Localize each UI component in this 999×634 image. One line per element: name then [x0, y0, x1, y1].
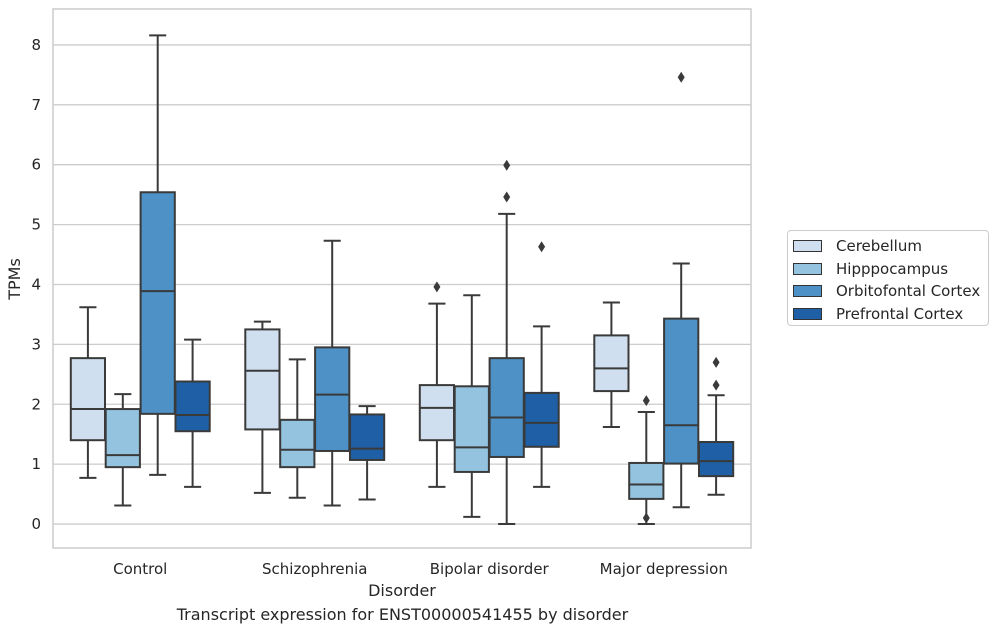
legend-item: Orbitofontal Cortex: [793, 280, 988, 303]
y-tick-label-8: 8: [31, 36, 41, 54]
box-body: [418, 384, 456, 442]
x-tick-label-1: Schizophrenia: [262, 560, 367, 578]
box-0-1: [244, 320, 281, 494]
legend-swatch: [793, 262, 822, 275]
y-tick-label-1: 1: [31, 455, 41, 473]
outlier-point: [503, 159, 511, 171]
box-1-3: [628, 395, 665, 526]
outlier-point: [538, 241, 546, 253]
outlier-point: [642, 395, 650, 407]
box-body: [453, 385, 490, 473]
y-tick-label-7: 7: [31, 96, 41, 114]
box-body: [663, 317, 700, 465]
box-body: [628, 461, 665, 500]
outlier-point: [503, 191, 511, 203]
legend-swatch: [793, 240, 822, 253]
boxes-layer: [69, 34, 735, 526]
box-body: [697, 440, 735, 478]
outlier-point: [712, 356, 720, 368]
box-3-0: [174, 338, 211, 488]
outlier-point: [712, 379, 720, 391]
box-body: [174, 380, 211, 433]
chart-caption: Transcript expression for ENST0000054145…: [176, 605, 629, 624]
y-tick-labels: 0 1 2 3 4 5 6 7 8: [31, 36, 41, 533]
legend-item: Hipppocampus: [793, 258, 988, 281]
y-tick-label-2: 2: [31, 395, 41, 413]
box-2-0: [139, 34, 176, 476]
legend-label: Prefrontal Cortex: [836, 304, 964, 323]
box-1-1: [279, 358, 316, 499]
box-body: [69, 357, 107, 442]
plot-frame: [52, 8, 752, 549]
box-body: [244, 328, 281, 431]
legend-label: Hipppocampus: [836, 259, 949, 278]
box-0-0: [69, 306, 107, 479]
outlier-point: [433, 281, 441, 293]
box-body: [488, 357, 525, 458]
box-2-3: [663, 71, 700, 509]
box-3-1: [348, 405, 386, 501]
outlier-point: [677, 71, 685, 83]
legend-label: Orbitofontal Cortex: [836, 282, 981, 301]
legend-swatch: [793, 307, 822, 320]
box-body: [314, 346, 351, 452]
y-tick-label-3: 3: [31, 335, 41, 353]
box-3-2: [523, 241, 560, 488]
x-tick-label-3: Major depression: [600, 560, 728, 578]
box-3-3: [697, 356, 735, 496]
box-2-1: [314, 239, 351, 507]
y-tick-label-4: 4: [31, 275, 41, 293]
legend-item: Prefrontal Cortex: [793, 303, 988, 326]
box-body: [523, 391, 560, 448]
y-tick-label-6: 6: [31, 156, 41, 174]
x-axis-label: Disorder: [368, 581, 436, 600]
box-1-0: [104, 393, 141, 507]
box-body: [104, 408, 141, 469]
box-2-2: [488, 159, 525, 526]
x-tick-labels: Control Schizophrenia Bipolar disorder Majo…: [113, 560, 728, 578]
y-axis-label: TPMs: [5, 258, 24, 301]
box-1-2: [453, 294, 490, 518]
box-body: [139, 191, 176, 415]
box-body: [593, 334, 630, 393]
outlier-point: [642, 512, 650, 524]
box-body: [279, 418, 316, 469]
legend: Cerebellum Hipppocampus Orbitofontal Corte…: [787, 230, 989, 326]
y-tick-label-0: 0: [31, 515, 41, 533]
box-0-2: [418, 281, 456, 488]
x-tick-label-0: Control: [113, 560, 167, 578]
box-0-3: [593, 301, 630, 429]
legend-swatch: [793, 285, 822, 298]
legend-item: Cerebellum: [793, 235, 988, 258]
legend-label: Cerebellum: [836, 237, 922, 256]
box-body: [348, 413, 386, 461]
y-tick-label-5: 5: [31, 216, 41, 234]
x-tick-label-2: Bipolar disorder: [430, 560, 550, 578]
